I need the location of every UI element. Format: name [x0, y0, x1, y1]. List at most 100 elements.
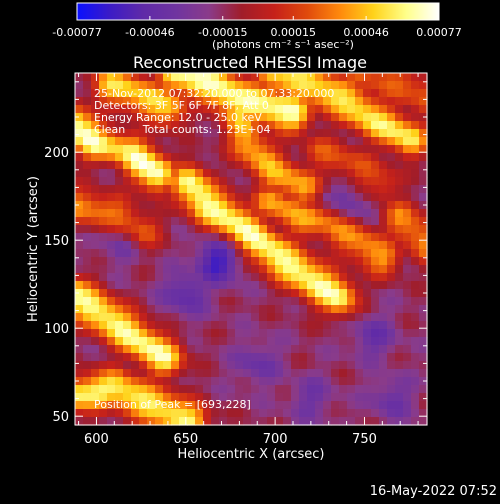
heatmap-cell: [147, 201, 156, 210]
heatmap-cell: [331, 81, 340, 90]
heatmap-cell: [243, 305, 252, 314]
heatmap-cell: [283, 401, 292, 410]
heatmap-cell: [123, 177, 132, 186]
heatmap-cell: [291, 353, 300, 362]
heatmap-cell: [171, 193, 180, 202]
heatmap-cell: [275, 201, 284, 210]
heatmap-cell: [219, 97, 228, 106]
heatmap-cell: [259, 169, 268, 178]
heatmap-cell: [403, 369, 412, 378]
heatmap-cell: [227, 281, 236, 290]
heatmap-cell: [131, 393, 140, 402]
heatmap-cell: [283, 369, 292, 378]
heatmap-cell: [379, 161, 388, 170]
heatmap-cell: [75, 377, 84, 386]
heatmap-cell: [283, 329, 292, 338]
heatmap-cell: [99, 177, 108, 186]
heatmap-cell: [235, 89, 244, 98]
heatmap-cell: [211, 241, 220, 250]
heatmap-cell: [211, 233, 220, 242]
heatmap-cell: [267, 385, 276, 394]
heatmap-cell: [227, 73, 236, 82]
heatmap-cell: [411, 393, 420, 402]
heatmap-cell: [227, 113, 236, 122]
heatmap-cell: [123, 409, 132, 418]
heatmap-cell: [123, 281, 132, 290]
heatmap-cell: [227, 345, 236, 354]
heatmap-cell: [275, 289, 284, 298]
heatmap-cell: [387, 225, 396, 234]
heatmap-cell: [219, 297, 228, 306]
heatmap-cell: [347, 361, 356, 370]
heatmap-cell: [187, 369, 196, 378]
heatmap-cell: [91, 241, 100, 250]
heatmap-cell: [419, 305, 428, 314]
heatmap-cell: [347, 401, 356, 410]
heatmap-cell: [203, 369, 212, 378]
heatmap-cell: [363, 249, 372, 258]
heatmap-cell: [195, 297, 204, 306]
heatmap-cell: [243, 337, 252, 346]
heatmap-cell: [299, 377, 308, 386]
heatmap-cell: [123, 353, 132, 362]
heatmap-cell: [243, 233, 252, 242]
heatmap-cell: [339, 73, 348, 82]
heatmap-cell: [355, 273, 364, 282]
heatmap-cell: [291, 385, 300, 394]
heatmap-cell: [419, 73, 428, 82]
heatmap-cell: [379, 329, 388, 338]
heatmap-cell: [379, 369, 388, 378]
heatmap-cell: [283, 393, 292, 402]
heatmap-cell: [211, 337, 220, 346]
heatmap-cell: [403, 265, 412, 274]
heatmap-cell: [411, 153, 420, 162]
heatmap-cell: [147, 345, 156, 354]
heatmap-cell: [195, 361, 204, 370]
heatmap-cell: [75, 145, 84, 154]
heatmap-cell: [379, 81, 388, 90]
heatmap-cell: [243, 97, 252, 106]
heatmap-cell: [307, 321, 316, 330]
heatmap-cell: [219, 353, 228, 362]
heatmap-cell: [163, 169, 172, 178]
heatmap-cell: [115, 265, 124, 274]
heatmap-cell: [323, 161, 332, 170]
heatmap-cell: [171, 409, 180, 418]
heatmap-cell: [219, 201, 228, 210]
heatmap-cell: [155, 249, 164, 258]
heatmap-cell: [203, 321, 212, 330]
heatmap-cell: [339, 249, 348, 258]
heatmap-cell: [299, 289, 308, 298]
heatmap-cell: [307, 393, 316, 402]
heatmap-cell: [331, 409, 340, 418]
heatmap-cell: [99, 73, 108, 82]
heatmap-cell: [107, 377, 116, 386]
heatmap-cell: [307, 73, 316, 82]
heatmap-cell: [259, 177, 268, 186]
heatmap-cell: [211, 265, 220, 274]
heatmap-cell: [379, 265, 388, 274]
heatmap-cell: [419, 409, 428, 418]
heatmap-cell: [395, 257, 404, 266]
heatmap-cell: [355, 361, 364, 370]
heatmap-cell: [163, 377, 172, 386]
heatmap-cell: [163, 337, 172, 346]
heatmap-cell: [139, 305, 148, 314]
heatmap-cell: [179, 385, 188, 394]
heatmap-cell: [395, 361, 404, 370]
heatmap-cell: [403, 193, 412, 202]
heatmap-cell: [219, 193, 228, 202]
heatmap-cell: [291, 153, 300, 162]
heatmap-cell: [411, 369, 420, 378]
heatmap-cell: [307, 305, 316, 314]
heatmap-cell: [395, 321, 404, 330]
heatmap-cell: [131, 345, 140, 354]
heatmap-cell: [251, 265, 260, 274]
heatmap-cell: [411, 321, 420, 330]
heatmap-cell: [251, 273, 260, 282]
heatmap-cell: [251, 201, 260, 210]
heatmap-cell: [291, 345, 300, 354]
heatmap-cell: [75, 121, 84, 130]
heatmap-cell: [395, 105, 404, 114]
heatmap-cell: [123, 345, 132, 354]
